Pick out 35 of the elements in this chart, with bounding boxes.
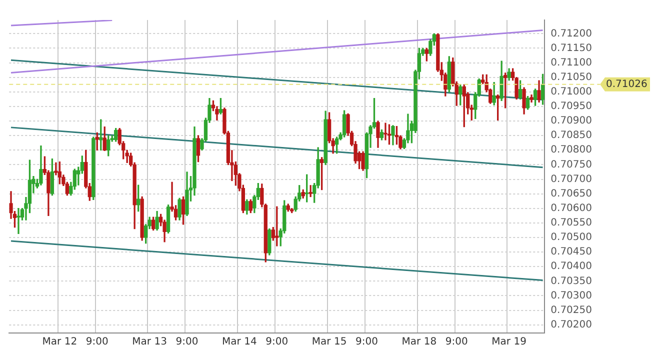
y-tick-label: 0.71150 bbox=[550, 42, 592, 54]
x-tick-label: 9:00 bbox=[176, 336, 198, 348]
y-tick-label: 0.70350 bbox=[550, 276, 592, 287]
x-tick-label: Mar 13 bbox=[132, 336, 167, 348]
x-tick-label: Mar 19 bbox=[492, 336, 526, 348]
x-tick-label: Mar 18 bbox=[402, 336, 437, 348]
y-tick-label: 0.70450 bbox=[550, 246, 592, 258]
candlestick bbox=[384, 122, 388, 140]
y-tick-label: 0.70400 bbox=[550, 261, 592, 272]
x-tick-label: 9:00 bbox=[86, 336, 108, 348]
x-tick-label: 9:00 bbox=[266, 336, 288, 348]
y-tick-label: 0.70850 bbox=[550, 130, 592, 142]
y-tick-label: 0.70600 bbox=[550, 202, 592, 214]
x-tick-label: 9:00 bbox=[356, 336, 378, 348]
x-tick-label: 9:00 bbox=[445, 336, 468, 348]
y-tick-label: 0.70800 bbox=[550, 144, 592, 156]
x-tick-label: Mar 14 bbox=[222, 336, 257, 348]
y-tick-label: 0.70900 bbox=[550, 116, 592, 127]
y-tick-label: 0.70650 bbox=[550, 188, 592, 200]
y-tick-label: 0.70750 bbox=[550, 159, 592, 170]
ref-line-label: 0.71026 bbox=[606, 78, 648, 90]
y-tick-label: 0.70300 bbox=[550, 290, 592, 302]
y-tick-label: 0.70950 bbox=[550, 101, 592, 112]
candlestick bbox=[16, 208, 20, 234]
y-tick-label: 0.71100 bbox=[550, 57, 592, 68]
y-tick-label: 0.70700 bbox=[550, 174, 592, 185]
y-tick-label: 0.70200 bbox=[550, 319, 592, 330]
y-tick-label: 0.71000 bbox=[550, 86, 592, 98]
x-tick-label: Mar 15 bbox=[312, 336, 347, 348]
y-tick-label: 0.71050 bbox=[550, 72, 592, 83]
y-tick-label: 0.70550 bbox=[550, 218, 592, 229]
y-tick-label: 0.71200 bbox=[550, 28, 592, 40]
y-tick-label: 0.70500 bbox=[550, 232, 592, 244]
x-tick-label: Mar 12 bbox=[42, 336, 78, 348]
y-tick-label: 0.70250 bbox=[550, 304, 592, 316]
